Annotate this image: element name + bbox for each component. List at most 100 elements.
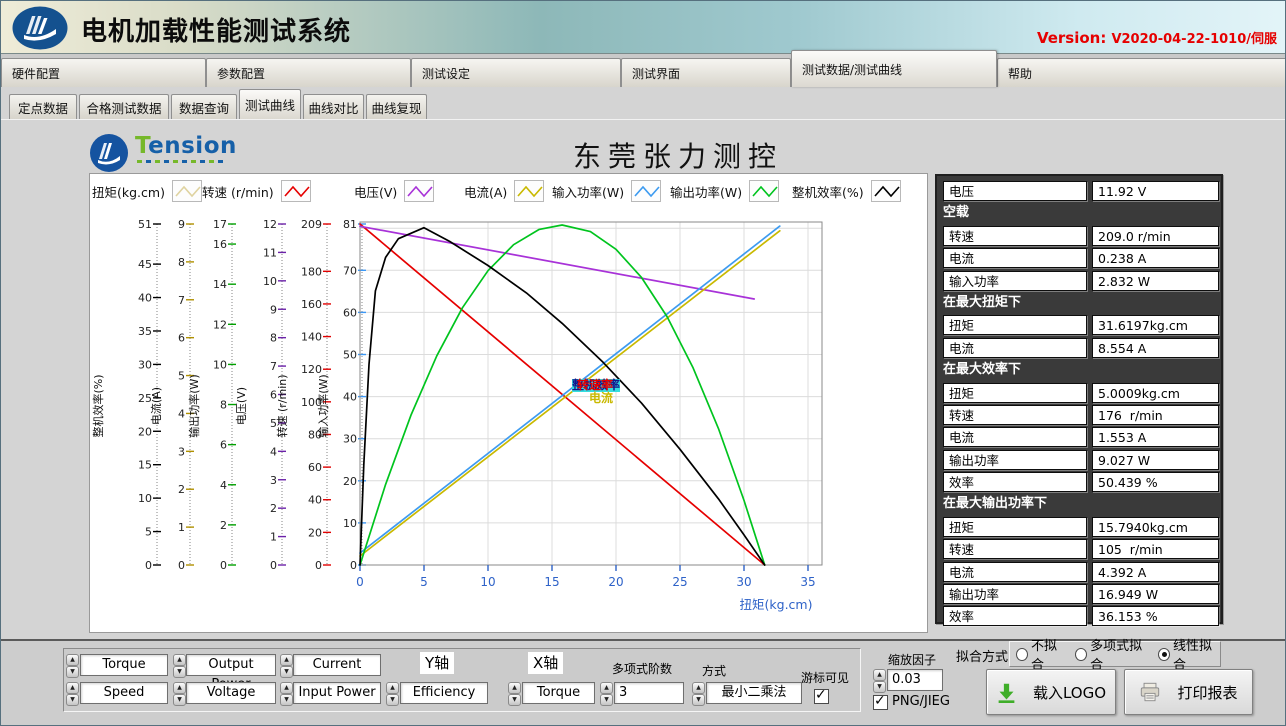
legend-item-5[interactable]: 输出功率(W) (670, 180, 780, 202)
y6-spinner[interactable] (280, 682, 293, 706)
y5-selector[interactable]: Voltage (186, 682, 276, 704)
result-label: 输出功率 (943, 584, 1087, 605)
svg-text:50: 50 (343, 349, 357, 362)
sub-tab-0[interactable]: 定点数据 (9, 94, 77, 119)
fit-radio-1[interactable]: 多项式拟合 (1075, 635, 1149, 673)
print-report-button[interactable]: 打印报表 (1124, 669, 1253, 715)
section-header-8: 在最大效率下 (943, 362, 1022, 378)
menu-tab-5[interactable]: 帮助 (997, 58, 1285, 87)
svg-text:8: 8 (220, 399, 227, 412)
load-logo-button[interactable]: 载入LOGO (986, 669, 1116, 715)
download-icon (998, 683, 1015, 703)
menu-tab-1[interactable]: 参数配置 (206, 58, 411, 87)
y6-selector[interactable]: Input Power (293, 682, 381, 704)
result-value: 15.7940kg.cm (1092, 516, 1219, 537)
svg-text:16: 16 (213, 238, 227, 251)
svg-text:15: 15 (544, 575, 559, 589)
svg-text:20: 20 (343, 475, 357, 488)
zoom-factor-field[interactable]: 0.03 (887, 669, 943, 691)
menu-tab-0[interactable]: 硬件配置 (1, 58, 206, 87)
x-axis-spinner[interactable] (508, 682, 521, 706)
fit-radio-0[interactable]: 不拟合 (1016, 635, 1066, 673)
y7-spinner[interactable] (386, 682, 399, 706)
y3-selector[interactable]: Current (293, 654, 381, 676)
result-value: 4.392 A (1092, 561, 1219, 582)
y1-selector[interactable]: Torque (80, 654, 168, 676)
poly-order-spinner[interactable] (600, 682, 613, 706)
svg-text:整机效率(%): 整机效率(%) (91, 374, 105, 437)
png-jpeg-label: PNG/JIEG (892, 694, 950, 709)
legend-item-4[interactable]: 输入功率(W) (552, 180, 662, 202)
svg-text:12: 12 (213, 318, 227, 331)
png-jpeg-checkbox[interactable] (873, 693, 888, 710)
svg-text:输入功率(W): 输入功率(W) (316, 374, 330, 437)
result-label: 扭矩 (943, 315, 1087, 336)
legend-item-0[interactable]: 扭矩(kg.cm) (92, 180, 202, 202)
svg-text:180: 180 (301, 265, 322, 278)
fit-radio-label: 多项式拟合 (1090, 639, 1143, 673)
radio-icon (1158, 647, 1170, 661)
main-menu: 硬件配置 参数配置 测试设定 测试界面 测试数据/测试曲线 帮助 (1, 50, 1285, 87)
sub-tab-5[interactable]: 曲线复现 (366, 94, 427, 119)
result-row-3: 电流 0.238 A (937, 248, 1221, 269)
svg-text:4: 4 (270, 445, 277, 458)
result-label: 电流 (943, 427, 1087, 448)
legend-swatch-icon (280, 180, 311, 202)
svg-text:45: 45 (138, 258, 152, 271)
svg-text:0: 0 (178, 559, 185, 572)
result-label: 输入功率 (943, 270, 1087, 291)
result-value: 105 r/min (1092, 539, 1219, 560)
legend-label: 电压(V) (354, 184, 398, 200)
y4-spinner[interactable] (66, 682, 79, 706)
legend-item-1[interactable]: 转速 (r/min) (202, 180, 311, 202)
poly-order-field[interactable]: 3 (614, 682, 684, 704)
svg-text:20: 20 (608, 575, 623, 589)
svg-text:25: 25 (138, 392, 152, 405)
result-row-13: 效率 50.439 % (937, 472, 1221, 493)
x-axis-selector[interactable]: Torque (522, 682, 595, 704)
svg-text:6: 6 (220, 439, 227, 452)
svg-text:60: 60 (343, 306, 357, 319)
menu-tab-4[interactable]: 测试数据/测试曲线 (791, 50, 997, 87)
y5-spinner[interactable] (173, 682, 186, 706)
zoom-factor-spinner[interactable] (873, 669, 886, 693)
y4-selector[interactable]: Speed (80, 682, 168, 704)
legend-swatch-icon (749, 180, 780, 202)
sub-tab-4[interactable]: 曲线对比 (303, 94, 364, 119)
legend-item-2[interactable]: 电压(V) (354, 180, 435, 202)
svg-text:3: 3 (178, 445, 185, 458)
y2-spinner[interactable] (173, 654, 186, 678)
svg-text:8: 8 (178, 256, 185, 269)
results-panel: 电压 11.92 V 空载 转速 209.0 r/min 电流 0.238 A 输入功率 2.8… (935, 174, 1223, 627)
tension-logo-text: Tension (135, 133, 237, 159)
svg-text:81: 81 (343, 218, 357, 231)
svg-text:17: 17 (213, 218, 227, 231)
sub-tab-3[interactable]: 测试曲线 (239, 89, 301, 119)
legend-item-3[interactable]: 电流(A) (464, 180, 545, 202)
printer-icon (1141, 682, 1160, 702)
sub-tabs: 定点数据 合格测试数据 数据查询 测试曲线 曲线对比 曲线复现 (1, 89, 1285, 119)
menu-tab-3[interactable]: 测试界面 (621, 58, 791, 87)
y1-spinner[interactable] (66, 654, 79, 678)
method-selector[interactable]: 最小二乘法 (706, 682, 802, 704)
legend-label: 输出功率(W) (670, 184, 743, 200)
title-bar: 电机加载性能测试系统 Version: V2020-04-22-1010/伺服 (1, 1, 1285, 54)
method-spinner[interactable] (692, 682, 705, 706)
svg-text:0: 0 (315, 559, 322, 572)
fit-radio-2[interactable]: 线性拟合 (1158, 635, 1220, 673)
app-logo-icon (12, 6, 68, 50)
svg-text:30: 30 (736, 575, 751, 589)
cursor-visible-checkbox[interactable] (814, 687, 829, 704)
tension-logo: Tension (89, 133, 237, 173)
zoom-factor-label: 缩放因子 (888, 653, 937, 667)
y2-selector[interactable]: Output Power (186, 654, 276, 692)
sub-tab-1[interactable]: 合格测试数据 (79, 94, 169, 119)
menu-tab-2[interactable]: 测试设定 (411, 58, 621, 87)
y3-spinner[interactable] (280, 654, 293, 678)
y7-selector[interactable]: Efficiency (400, 682, 488, 704)
svg-text:40: 40 (138, 292, 152, 305)
svg-text:2: 2 (178, 483, 185, 496)
svg-text:60: 60 (308, 461, 322, 474)
legend-item-6[interactable]: 整机效率(%) (792, 180, 901, 202)
sub-tab-2[interactable]: 数据查询 (171, 94, 237, 119)
